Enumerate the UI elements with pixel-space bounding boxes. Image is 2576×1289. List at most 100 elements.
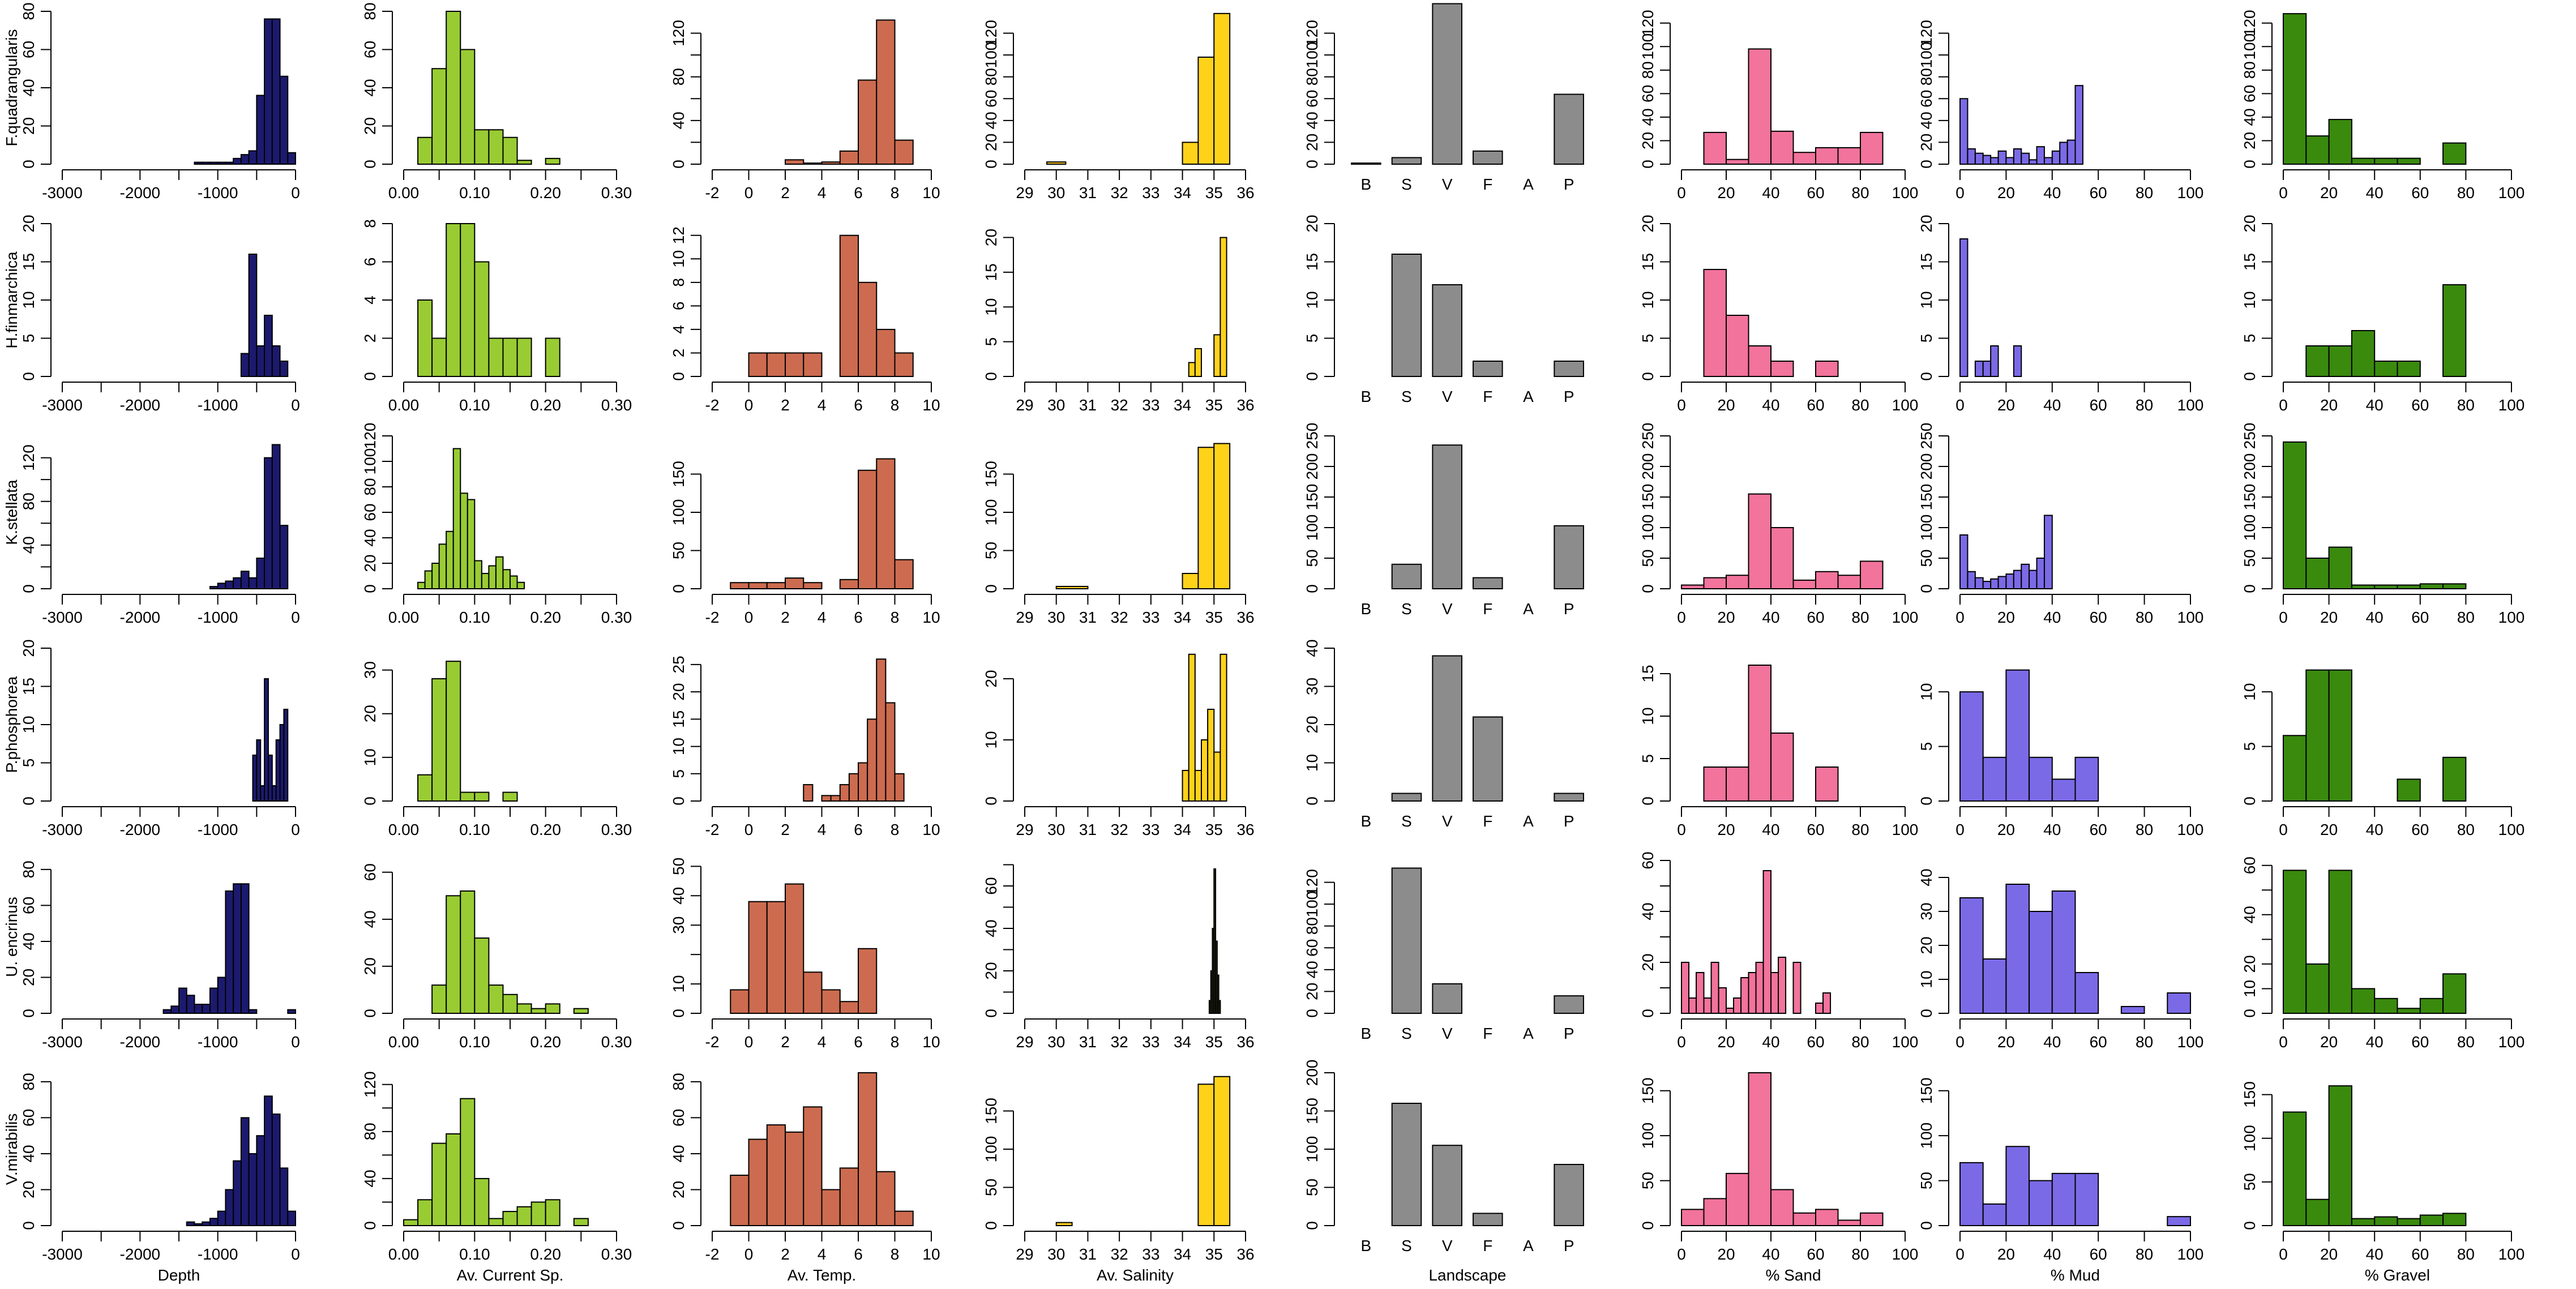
x-tick-label: -1000 xyxy=(198,396,238,414)
histogram-bin xyxy=(894,139,914,165)
histogram-bin xyxy=(488,129,504,165)
histogram-bin xyxy=(1770,130,1794,165)
y-tick-label: 5 xyxy=(2241,742,2258,751)
histogram-bin xyxy=(2021,563,2030,589)
y-tick-label: 0 xyxy=(1918,160,1935,169)
panel-depth-3: 0 40 80 120 -3000 -2000 -1000 0 xyxy=(20,444,300,626)
bar-S xyxy=(1391,157,1422,165)
histogram-bin xyxy=(248,577,258,590)
x-tick-label: 0.10 xyxy=(459,1245,490,1263)
y-tick-label: 20 xyxy=(670,683,687,701)
y-tick-label: 60 xyxy=(20,897,37,914)
histogram-bin xyxy=(446,11,461,165)
y-tick-label: 15 xyxy=(2241,253,2258,271)
histogram-bin xyxy=(2029,569,2038,589)
histogram-bin xyxy=(2351,988,2376,1014)
histogram-bin xyxy=(1815,1003,1824,1014)
category-label: S xyxy=(1401,1025,1412,1042)
x-tick-label: 0 xyxy=(744,396,754,414)
x-tick-label: 2 xyxy=(781,609,790,626)
x-tick-label: 29 xyxy=(1016,184,1033,202)
y-tick-label: 40 xyxy=(1918,868,1935,886)
histogram-bin xyxy=(730,1175,750,1227)
histogram-bin xyxy=(2442,142,2467,165)
x-tick-label: 0 xyxy=(1677,1245,1686,1263)
x-tick-label: 0 xyxy=(1677,609,1686,626)
x-tick-label: 10 xyxy=(922,396,940,414)
histogram-bin xyxy=(848,773,859,802)
histogram-bin xyxy=(510,575,518,589)
bar-S xyxy=(1391,1103,1422,1226)
histogram-bin xyxy=(431,984,447,1014)
x-tick-label: 100 xyxy=(2177,1033,2204,1051)
y-tick-label: 15 xyxy=(982,263,1000,281)
y-tick-label: 0 xyxy=(670,1221,687,1230)
x-tick-label: 0 xyxy=(744,1033,754,1051)
histogram-bin xyxy=(1182,573,1199,589)
category-label: F xyxy=(1483,175,1492,193)
histogram-bin xyxy=(1726,1172,1749,1226)
y-tick-label: 40 xyxy=(20,932,37,950)
y-tick-label: 40 xyxy=(1303,112,1321,129)
y-tick-label: 50 xyxy=(2241,549,2258,567)
y-tick-label: 2 xyxy=(361,334,379,343)
histogram-bin xyxy=(1748,1072,1771,1226)
x-tick-label: 80 xyxy=(1851,609,1869,626)
histogram-bin xyxy=(283,709,289,802)
x-tick-label: 40 xyxy=(2043,396,2061,414)
histogram-bin xyxy=(1213,1076,1231,1226)
histogram-bin xyxy=(287,152,296,165)
y-tick-label: 0 xyxy=(1639,584,1657,593)
y-tick-label: 30 xyxy=(670,917,687,934)
histogram-bin xyxy=(1218,1000,1221,1014)
y-tick-label: 100 xyxy=(1303,891,1321,918)
histogram-bin xyxy=(1792,1212,1816,1226)
x-tick-label: 34 xyxy=(1174,609,1191,626)
y-tick-label: 10 xyxy=(1918,970,1935,988)
x-tick-label: 32 xyxy=(1111,396,1128,414)
x-tick-label: 100 xyxy=(1892,821,1919,838)
y-tick-label: 0 xyxy=(20,584,37,593)
y-tick-label: 100 xyxy=(1303,515,1321,541)
x-tick-label: 0 xyxy=(1677,1033,1686,1051)
histogram-bin xyxy=(2397,361,2421,377)
x-tick-label: -2000 xyxy=(120,1245,161,1263)
histogram-bin xyxy=(267,755,273,802)
histogram-bin xyxy=(2167,1216,2192,1227)
histogram-bin xyxy=(474,937,490,1014)
histogram-bin xyxy=(271,1114,281,1227)
y-tick-label: 250 xyxy=(1303,423,1321,449)
histogram-bin xyxy=(839,1001,859,1014)
x-tick-label: 34 xyxy=(1174,396,1191,414)
x-tick-label: 4 xyxy=(818,396,827,414)
x-tick-label: 100 xyxy=(2498,184,2525,202)
x-axis-title-temp: Av. Temp. xyxy=(788,1266,856,1284)
histogram-bin xyxy=(178,987,187,1014)
y-tick-label: 50 xyxy=(1303,1179,1321,1196)
x-tick-label: 60 xyxy=(2411,609,2429,626)
y-tick-label: 10 xyxy=(982,731,1000,748)
y-tick-label: 5 xyxy=(20,759,37,768)
y-tick-label: 40 xyxy=(670,112,687,129)
histogram-bin xyxy=(279,1167,289,1227)
histogram-bin xyxy=(225,580,234,589)
x-tick-label: 31 xyxy=(1079,609,1097,626)
histogram-bin xyxy=(2051,1172,2076,1226)
x-tick-label: -2000 xyxy=(120,184,161,202)
x-tick-label: 2 xyxy=(781,1033,790,1051)
y-tick-label: 60 xyxy=(361,41,379,58)
histogram-bin xyxy=(2351,330,2376,377)
panel-current-2: 0 2 4 6 8 0.00 0.10 0.20 0.30 xyxy=(361,219,632,414)
histogram-bin xyxy=(1982,155,1992,165)
y-tick-label: 120 xyxy=(1303,869,1321,896)
x-tick-label: 40 xyxy=(2043,1245,2061,1263)
histogram-bin xyxy=(2283,441,2307,589)
x-tick-label: 0 xyxy=(744,1245,754,1263)
x-tick-label: 30 xyxy=(1047,609,1065,626)
x-tick-label: 0.20 xyxy=(530,1245,561,1263)
y-tick-label: 0 xyxy=(20,1009,37,1018)
y-tick-label: 20 xyxy=(2241,132,2258,149)
histogram-bin xyxy=(1959,98,1969,165)
y-tick-label: 0 xyxy=(20,796,37,806)
